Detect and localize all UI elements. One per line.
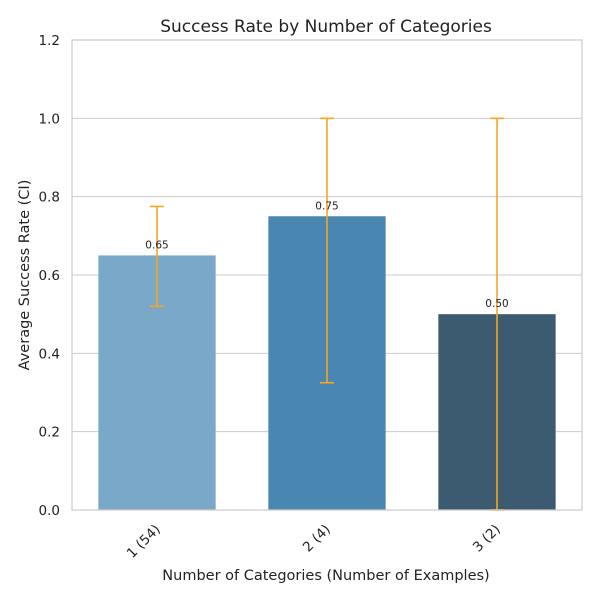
y-tick-label: 0.2 — [39, 425, 60, 441]
x-tick-label: 3 (2) — [470, 522, 504, 556]
data-label-layer: 0.65 0.75 0.50 — [145, 200, 508, 310]
y-tick-layer: 0.0 0.2 0.4 0.6 0.8 1.0 1.2 — [39, 33, 60, 519]
y-tick-label: 1.0 — [39, 111, 60, 127]
x-tick-label: 2 (4) — [300, 522, 334, 556]
y-tick-label: 0.6 — [39, 268, 60, 284]
y-tick-label: 0.0 — [39, 503, 60, 519]
x-axis-label: Number of Categories (Number of Examples… — [162, 568, 489, 584]
x-tick-label: 1 (54) — [124, 522, 164, 562]
x-tick-layer: 1 (54) 2 (4) 3 (2) — [124, 522, 504, 562]
plot-frame — [71, 39, 583, 511]
y-tick-label: 0.8 — [39, 190, 60, 206]
data-label: 0.50 — [485, 298, 508, 310]
data-label: 0.75 — [315, 200, 338, 212]
data-label: 0.65 — [145, 239, 168, 251]
y-axis-label: Average Success Rate (CI) — [17, 180, 33, 371]
y-tick-label: 0.4 — [39, 346, 60, 362]
y-tick-label: 1.2 — [39, 33, 60, 49]
chart-title: Success Rate by Number of Categories — [160, 17, 492, 37]
